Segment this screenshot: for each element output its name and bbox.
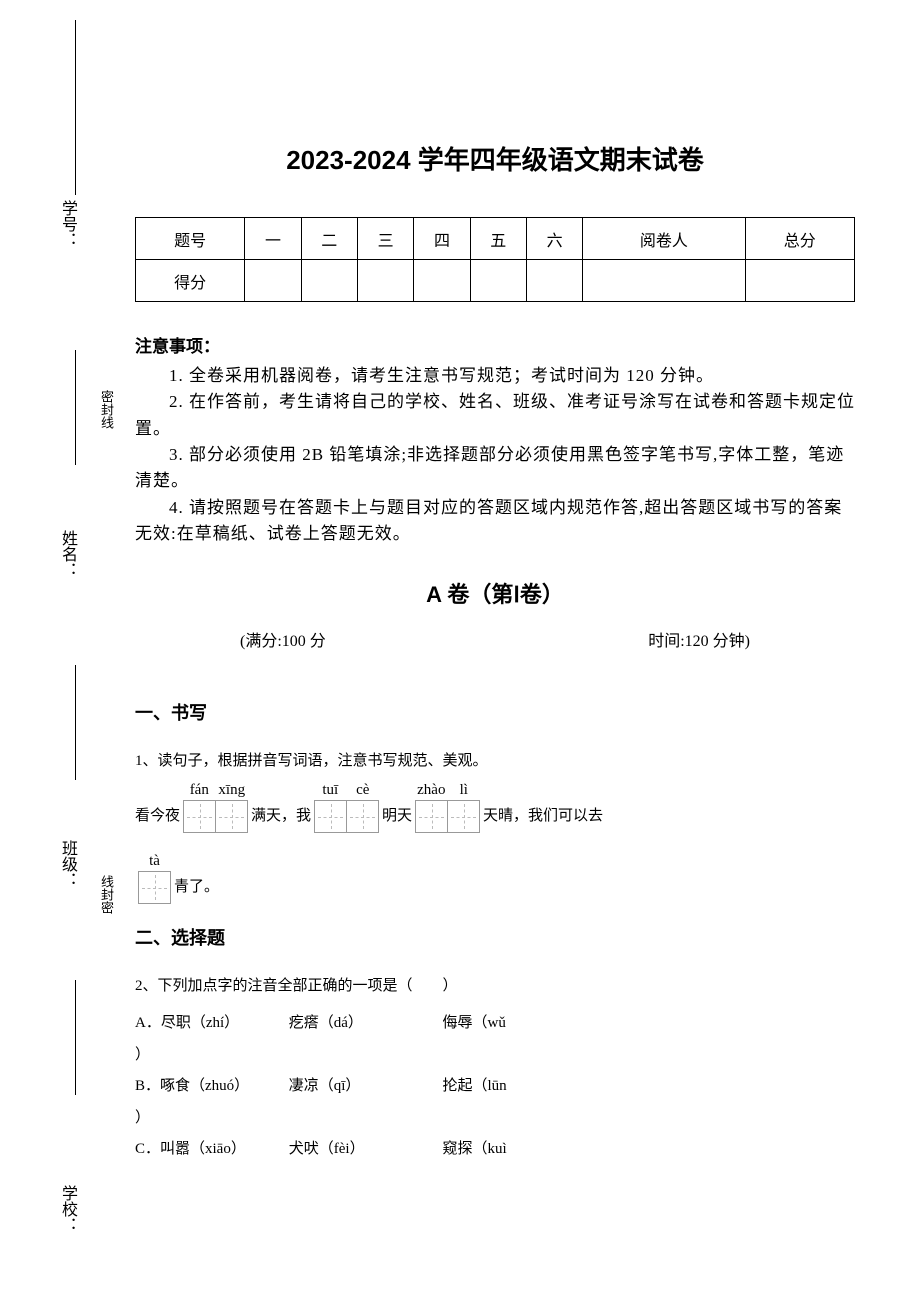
th-6: 六 bbox=[526, 218, 582, 260]
question-1-fill: 看今夜 fánxīng 满天，我 tuīcè 明天 zhàolì 天晴，我们可以… bbox=[135, 782, 855, 833]
pinyin-box: tà bbox=[138, 853, 171, 904]
notice-item: 1. 全卷采用机器阅卷，请考生注意书写规范；考试时间为 120 分钟。 bbox=[135, 363, 855, 389]
th-3: 三 bbox=[357, 218, 413, 260]
score-table: 题号 一 二 三 四 五 六 阅卷人 总分 得分 bbox=[135, 217, 855, 302]
section-1-heading: 一、书写 bbox=[135, 699, 855, 725]
paper-heading: A 卷（第Ⅰ卷） bbox=[135, 577, 855, 609]
notice-title: 注意事项： bbox=[135, 332, 855, 357]
fill-text: 青了。 bbox=[174, 871, 219, 904]
th-2: 二 bbox=[301, 218, 357, 260]
fill-text: 看今夜 bbox=[135, 800, 180, 833]
th-total: 总分 bbox=[745, 218, 854, 260]
th-5: 五 bbox=[470, 218, 526, 260]
line-4 bbox=[75, 980, 76, 1095]
option-a: A．尽职（zhí） 疙瘩（dá） 侮辱（wǔ bbox=[135, 1011, 855, 1037]
option-b: B．啄食（zhuó） 凄凉（qī） 抡起（lūn bbox=[135, 1074, 855, 1100]
pinyin-box: zhàolì bbox=[415, 782, 480, 833]
question-2: 2、下列加点字的注音全部正确的一项是（ ） bbox=[135, 974, 855, 995]
pinyin-box: fánxīng bbox=[183, 782, 248, 833]
main-content: 2023-2024 学年四年级语文期末试卷 题号 一 二 三 四 五 六 阅卷人… bbox=[135, 140, 855, 1169]
label-school: 学校： bbox=[55, 1185, 79, 1233]
label-student-id: 学号： bbox=[55, 200, 79, 248]
th-4: 四 bbox=[414, 218, 470, 260]
table-row: 得分 bbox=[136, 260, 855, 302]
table-row: 题号 一 二 三 四 五 六 阅卷人 总分 bbox=[136, 218, 855, 260]
th-grader: 阅卷人 bbox=[583, 218, 745, 260]
th-1: 一 bbox=[245, 218, 301, 260]
fill-text: 满天，我 bbox=[251, 800, 311, 833]
th-num: 题号 bbox=[136, 218, 245, 260]
notice-item: 2. 在作答前，考生请将自己的学校、姓名、班级、准考证号涂写在试卷和答题卡规定位… bbox=[135, 389, 855, 442]
sidebar: 学号： 姓名： 班级： 学校： 密封线 线封密 bbox=[35, 20, 95, 1280]
seal-line-text-2: 线封密 bbox=[97, 875, 116, 914]
full-score: (满分:100 分 bbox=[240, 627, 326, 651]
paper-info: (满分:100 分 时间:120 分钟) bbox=[135, 627, 855, 651]
question-1: 1、读句子，根据拼音写词语，注意书写规范、美观。 bbox=[135, 749, 855, 770]
line-1 bbox=[75, 20, 76, 195]
line-2 bbox=[75, 350, 76, 465]
notice-item: 3. 部分必须使用 2B 铅笔填涂;非选择题部分必须使用黑色签字笔书写,字体工整… bbox=[135, 442, 855, 495]
td-score-label: 得分 bbox=[136, 260, 245, 302]
label-class: 班级： bbox=[55, 840, 79, 888]
option-b-cont: ） bbox=[135, 1106, 855, 1132]
section-2-heading: 二、选择题 bbox=[135, 924, 855, 950]
label-name: 姓名： bbox=[55, 530, 79, 578]
option-c: C．叫嚣（xiāo） 犬吠（fèi） 窥探（kuì bbox=[135, 1137, 855, 1163]
fill-text: 明天 bbox=[382, 800, 412, 833]
option-a-cont: ） bbox=[135, 1043, 855, 1069]
exam-time: 时间:120 分钟) bbox=[648, 627, 750, 651]
notice-item: 4. 请按照题号在答题卡上与题目对应的答题区域内规范作答,超出答题区域书写的答案… bbox=[135, 495, 855, 548]
seal-line-text-1: 密封线 bbox=[97, 390, 116, 429]
question-1-fill-2: tà 青了。 bbox=[135, 853, 855, 904]
pinyin-box: tuīcè bbox=[314, 782, 379, 833]
page-title: 2023-2024 学年四年级语文期末试卷 bbox=[135, 140, 855, 177]
fill-text: 天晴，我们可以去 bbox=[483, 800, 603, 833]
line-3 bbox=[75, 665, 76, 780]
